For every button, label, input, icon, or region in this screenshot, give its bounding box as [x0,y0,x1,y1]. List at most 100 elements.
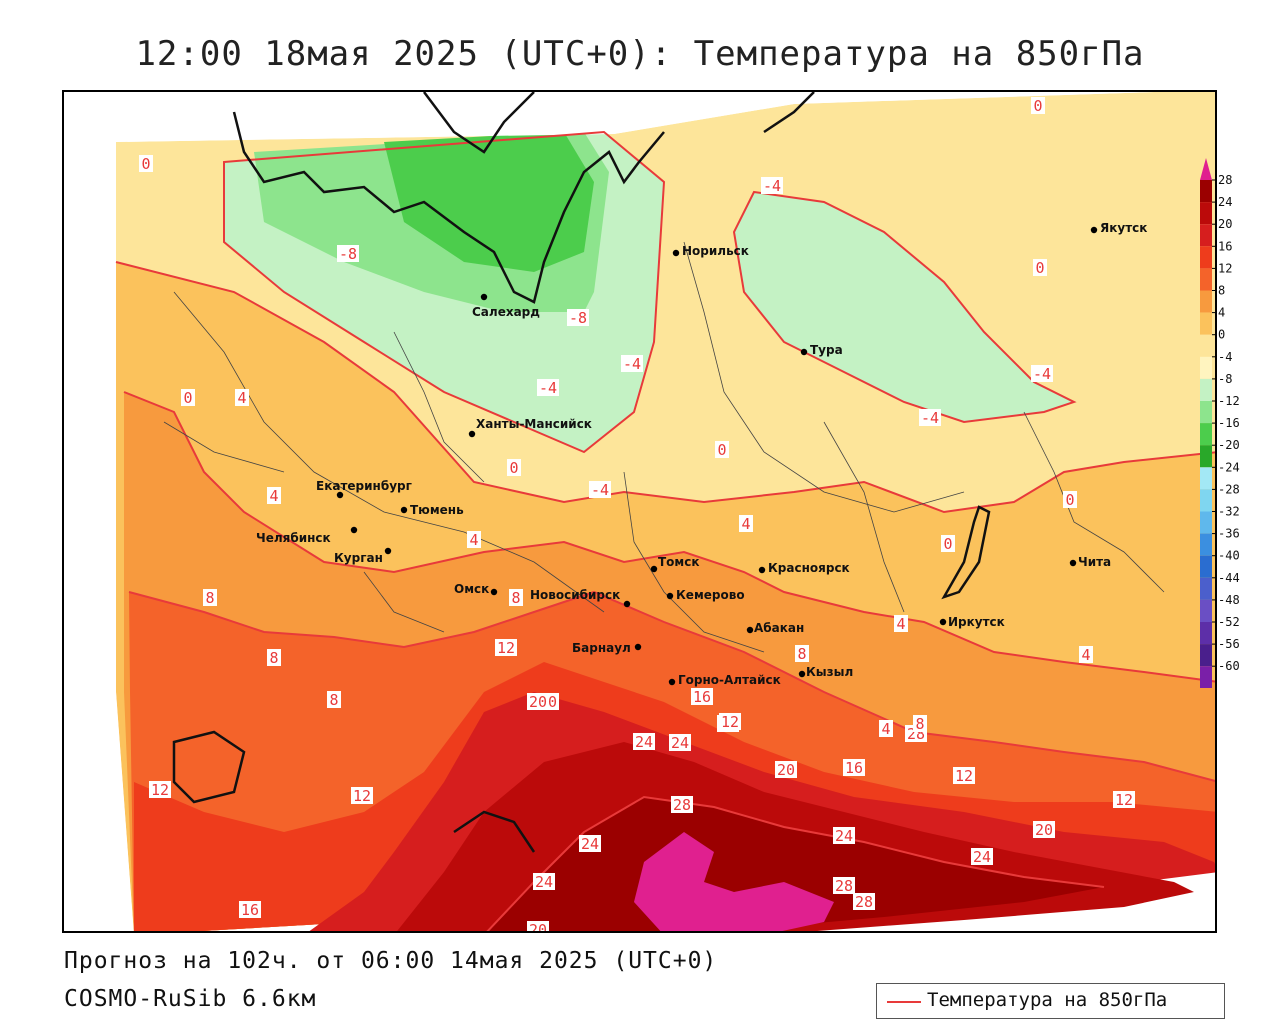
scale-tick-label: 0 [1218,328,1225,342]
scale-tick-label: -48 [1218,593,1240,607]
contour-label-box [795,645,809,662]
contour-label-box [327,691,341,708]
contour-label-box [671,796,693,813]
scale-tick-label: 12 [1218,261,1232,275]
contour-label-box [235,389,249,406]
scale-color-step [1200,401,1212,424]
isotherm-lines [115,130,1215,931]
contour-label: 8 [329,691,338,709]
contour-label-box [181,389,195,406]
city-label: Тюмень [410,503,464,517]
contour-label-box [507,459,521,476]
contour-label: -4 [763,177,781,195]
contour-label: 24 [581,835,599,853]
contour-label: -4 [921,409,939,427]
scale-color-step [1200,467,1212,490]
city-label: Омск [454,582,489,596]
contour-label-box [843,759,865,776]
color-scale-bars [1200,158,1212,688]
contour-label-box [337,245,359,262]
scale-tick-label: 20 [1218,217,1232,231]
city-dot [350,526,358,534]
city-dot [1069,559,1077,567]
contour-label-box [719,713,741,730]
contour-label: 0 [1033,97,1042,115]
city-label: Томск [658,555,700,569]
scale-tick-label: 28 [1218,173,1232,187]
city-label: Барнаул [572,641,631,655]
contour-label: 20 [777,761,795,779]
contour-label-box [527,921,549,931]
contour-label: 4 [269,487,278,505]
contour-label: 24 [535,873,553,891]
contour-label: 12 [955,767,973,785]
city-dot [490,588,498,596]
contour-labels: 0 0 0 -4 -8 -8 -4 -4 -4 -4 0 0 0 0 -4 4 4 4 0 4 8 8 8 8 12 12 12 16… [139,97,1135,931]
contour-label: 24 [671,734,689,752]
city-label: Курган [334,551,383,565]
scale-color-step [1200,577,1212,600]
city-dot [623,600,631,608]
scale-tick-label: 8 [1218,284,1225,298]
contour-label-box [267,649,281,666]
contour-label-box [739,515,753,532]
scale-color-step [1200,555,1212,578]
city-label: Горно-Алтайск [678,673,781,687]
city-label: Новосибирск [530,588,620,602]
contour-label-box [953,767,975,784]
region-borders [163,241,1165,653]
contour-label: 4 [741,515,750,533]
city-label: Кызыл [806,665,853,679]
contour-label-box [267,487,281,504]
scale-tick-label: -40 [1218,549,1240,563]
contour-label: 4 [237,389,246,407]
scale-color-step [1200,511,1212,534]
city-label: Иркутск [948,615,1005,629]
contour-label-box [533,873,555,890]
city-dot [800,348,808,356]
contour-label: 28 [673,796,691,814]
hot-spot-magenta [634,832,834,931]
scale-tick-label: -20 [1218,438,1240,452]
contour-label: 24 [973,848,991,866]
legend-line-swatch [887,1001,921,1003]
contour-label-box [495,639,517,656]
contour-label-box [589,481,611,498]
contour-label: 0 [141,155,150,173]
city-dot [650,565,658,573]
contour-label-box [621,355,643,372]
contour-label: 12 [497,639,515,657]
city-label: Тура [810,343,843,357]
contour-label-box [691,688,713,705]
contour-label: 24 [635,733,653,751]
contour-label: 0 [1065,491,1074,509]
contour-label-box [509,589,523,606]
cold-zone-minus-12 [384,132,594,272]
city-dot [400,506,408,514]
scale-tick-label: -24 [1218,460,1240,474]
city-dot [758,566,766,574]
scale-color-step [1200,224,1212,247]
scale-color-step [1200,334,1212,357]
scale-tick-label: -8 [1218,372,1232,386]
city-dot [666,592,674,600]
coastlines [172,92,991,853]
contour-label-box [1113,791,1135,808]
contour-label: 0 [943,535,952,553]
map-legend: Температура на 850гПа [876,983,1225,1019]
contour-label-box [633,733,655,750]
color-scale-ticks: 28 24 20 16 12 8 4 0 -4 -8 -12 -16 -20 -24 -28 -32 -36 -4… [1212,173,1240,673]
contour-label: 20 [529,693,547,711]
contour-label: -4 [591,481,609,499]
scale-color-step [1200,202,1212,225]
contour-label-box [833,877,855,894]
scale-color-step [1200,180,1212,203]
city-label: Абакан [754,621,804,635]
scale-color-step [1200,445,1212,468]
scale-tick-label: -16 [1218,416,1240,430]
scale-tick-label: -60 [1218,659,1240,673]
contour-label-box [1033,259,1047,276]
contour-label-box [537,379,559,396]
scale-color-step [1200,489,1212,512]
contour-label: 8 [511,589,520,607]
